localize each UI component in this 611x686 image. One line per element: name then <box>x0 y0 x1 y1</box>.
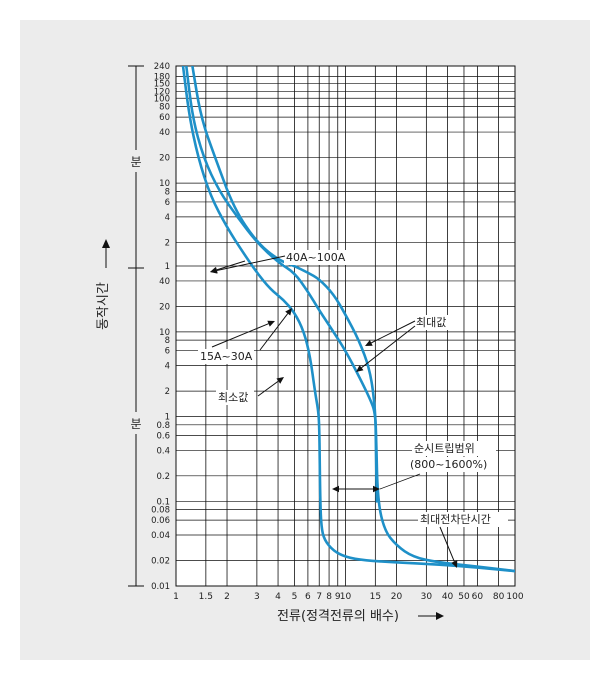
y-tick-label: 10 <box>159 328 170 338</box>
y-axis-arrowhead <box>102 239 110 248</box>
y-tick-label: 6 <box>165 347 170 357</box>
label-instant-trip-range: (800~1600%) <box>410 458 487 471</box>
minutes-unit-label: 분 <box>130 155 141 169</box>
x-tick-label: 6 <box>305 592 311 602</box>
x-tick-label: 7 <box>316 592 322 602</box>
x-tick-label: 60 <box>472 592 484 602</box>
label-instant-trip: 순시트립범위 <box>414 442 475 455</box>
x-axis-arrowhead <box>436 612 444 620</box>
y-tick-label: 60 <box>159 113 170 123</box>
label-min: 최소값 <box>218 391 248 404</box>
y-tick-label: 20 <box>159 154 170 164</box>
seconds-unit-label: 분 <box>130 417 141 431</box>
x-tick-label: 40 <box>442 592 454 602</box>
y-tick-label: 0.04 <box>151 531 170 541</box>
x-tick-label: 3 <box>254 592 260 602</box>
y-axis-title: 동작시간 <box>96 282 111 330</box>
y-tick-label: 1 <box>165 413 170 423</box>
y-tick-label: 180 <box>154 73 170 83</box>
label-40a-100a: 40A~100A <box>286 251 346 264</box>
y-tick-label: 10 <box>159 179 170 189</box>
x-tick-label: 10 <box>340 592 352 602</box>
y-tick-label: 4 <box>165 213 170 223</box>
y-tick-label: 6 <box>165 198 170 208</box>
y-tick-label: 240 <box>154 62 170 72</box>
y-tick-label: 2 <box>165 238 170 248</box>
x-tick-label: 4 <box>275 592 281 602</box>
y-tick-label: 0.1 <box>156 497 170 507</box>
x-axis-title: 전류(정격전류의 배수) <box>277 609 399 624</box>
x-tick-label: 80 <box>493 592 505 602</box>
x-tick-label: 30 <box>421 592 433 602</box>
y-tick-label: 0.01 <box>151 582 170 592</box>
y-tick-label: 1 <box>165 262 170 272</box>
y-tick-label: 0.4 <box>156 446 170 456</box>
x-tick-label: 1.5 <box>199 592 213 602</box>
y-tick-label: 0.2 <box>156 472 170 482</box>
label-max-break-time: 최대전차단시간 <box>420 513 491 526</box>
y-tick-label: 40 <box>159 128 170 138</box>
x-tick-label: 20 <box>391 592 403 602</box>
y-tick-label: 20 <box>159 302 170 312</box>
label-max: 최대값 <box>416 316 446 329</box>
x-tick-label: 8 <box>326 592 332 602</box>
x-tick-label: 100 <box>506 592 523 602</box>
chart-frame: 1 1.5 2 3 4 5 6 7 8 9 10 15 20 30 40 50 60 80 100 1 2 4 6 8 10 20… <box>20 20 590 660</box>
x-tick-label: 50 <box>458 592 470 602</box>
x-tick-label: 2 <box>224 592 230 602</box>
y-tick-label: 0.06 <box>151 516 170 526</box>
x-tick-label: 5 <box>292 592 298 602</box>
y-tick-label: 0.02 <box>151 557 170 567</box>
x-tick-label: 15 <box>370 592 381 602</box>
y-tick-label: 4 <box>165 362 170 372</box>
y-tick-label: 40 <box>159 277 170 287</box>
label-15a-30a: 15A~30A <box>200 350 253 363</box>
y-tick-label: 0.6 <box>156 431 170 441</box>
trip-curve-chart: 1 1.5 2 3 4 5 6 7 8 9 10 15 20 30 40 50 60 80 100124681020… <box>20 20 590 660</box>
y-tick-label: 2 <box>165 387 170 397</box>
x-tick-label: 1 <box>173 592 179 602</box>
